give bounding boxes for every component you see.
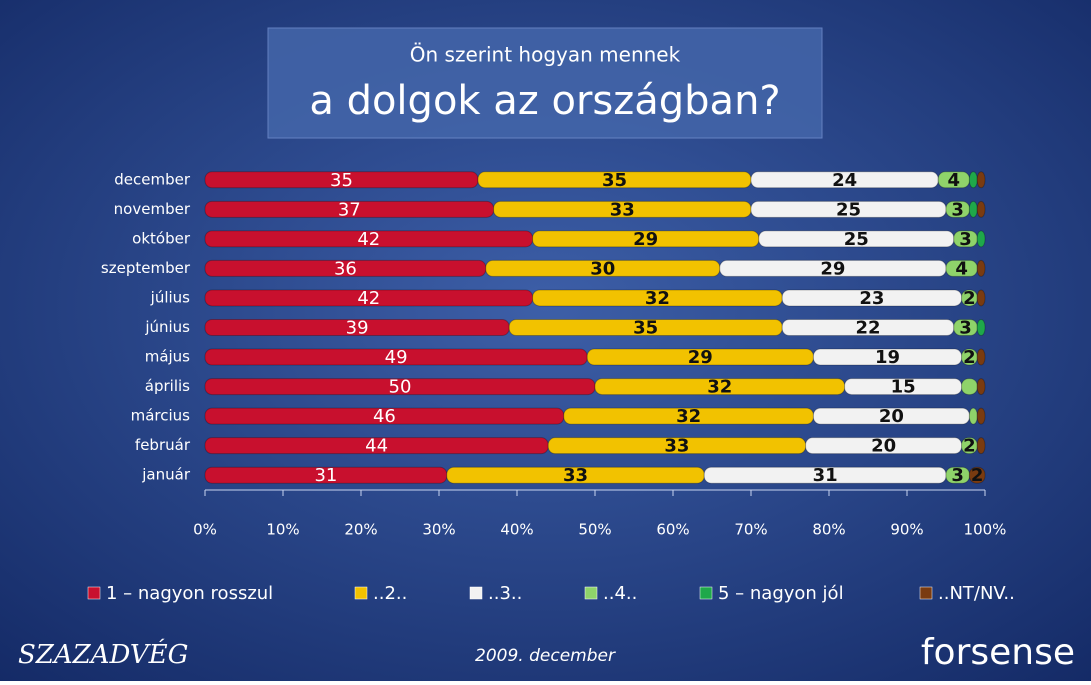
y-tick-label: május xyxy=(145,348,190,366)
y-tick-label: június xyxy=(144,318,190,336)
y-tick-label: február xyxy=(135,436,191,454)
x-tick-label: 20% xyxy=(344,521,377,539)
data-label: 33 xyxy=(610,199,635,220)
data-label: 37 xyxy=(338,199,361,220)
bar-segment xyxy=(969,201,977,217)
data-label: 25 xyxy=(836,199,861,220)
data-label: 25 xyxy=(844,229,869,250)
y-tick-label: július xyxy=(150,288,191,306)
data-label: 23 xyxy=(859,288,884,309)
bar-segment xyxy=(969,172,977,188)
data-label: 3 xyxy=(959,318,972,339)
data-label: 4 xyxy=(948,170,961,191)
data-label: 33 xyxy=(563,465,588,486)
data-label: 29 xyxy=(820,258,845,279)
data-label: 35 xyxy=(633,318,658,339)
x-tick-label: 80% xyxy=(812,521,845,539)
data-label: 22 xyxy=(855,318,880,339)
legend-label: ..3.. xyxy=(488,583,522,604)
y-tick-label: október xyxy=(132,229,191,247)
legend-swatch xyxy=(585,587,597,599)
data-label: 24 xyxy=(832,170,857,191)
footer-date: 2009. december xyxy=(475,646,616,666)
x-tick-label: 60% xyxy=(656,521,689,539)
data-label: 31 xyxy=(813,465,838,486)
legend-label: 5 – nagyon jól xyxy=(718,583,844,604)
data-label: 2 xyxy=(963,436,976,457)
legend-swatch xyxy=(470,587,482,599)
data-label: 2 xyxy=(971,465,984,486)
legend-label: ..2.. xyxy=(373,583,407,604)
data-label: 2 xyxy=(963,347,976,368)
bar-segment xyxy=(977,260,985,276)
x-tick-label: 30% xyxy=(422,521,455,539)
data-label: 35 xyxy=(330,170,353,191)
x-tick-label: 100% xyxy=(964,521,1007,539)
bar-segment xyxy=(977,231,985,247)
data-label: 44 xyxy=(365,436,388,457)
legend-swatch xyxy=(700,587,712,599)
x-tick-label: 0% xyxy=(193,521,217,539)
y-tick-label: december xyxy=(114,170,191,188)
chart-title: Ön szerint hogyan mennek xyxy=(410,43,681,67)
y-tick-label: november xyxy=(114,200,191,218)
y-tick-label: január xyxy=(141,466,191,484)
data-label: 39 xyxy=(346,318,369,339)
data-label: 33 xyxy=(664,436,689,457)
legend-label: 1 – nagyon rosszul xyxy=(106,583,273,604)
x-tick-label: 70% xyxy=(734,521,767,539)
x-tick-label: 40% xyxy=(500,521,533,539)
bar-segment xyxy=(969,408,977,424)
legend-swatch xyxy=(88,587,100,599)
data-label: 3 xyxy=(959,229,972,250)
data-label: 42 xyxy=(357,229,380,250)
data-label: 35 xyxy=(602,170,627,191)
bar-segment xyxy=(977,172,985,188)
data-label: 50 xyxy=(389,377,412,398)
data-label: 32 xyxy=(676,406,701,427)
x-tick-label: 10% xyxy=(266,521,299,539)
chart: Ön szerint hogyan mennek a dolgok az ors… xyxy=(0,0,1091,681)
data-label: 30 xyxy=(590,258,615,279)
data-label: 2 xyxy=(963,288,976,309)
logo-left: SZAZADVÉG xyxy=(18,638,188,670)
bar-segment xyxy=(977,408,985,424)
data-label: 46 xyxy=(373,406,396,427)
bar-segment xyxy=(977,320,985,336)
y-tick-label: március xyxy=(131,407,191,425)
data-label: 19 xyxy=(875,347,900,368)
bar-segment xyxy=(977,201,985,217)
y-tick-label: szeptember xyxy=(101,259,191,277)
legend-label: ..4.. xyxy=(603,583,637,604)
data-label: 32 xyxy=(645,288,670,309)
x-tick-label: 90% xyxy=(890,521,923,539)
logo-right: forsense xyxy=(921,632,1075,673)
data-label: 15 xyxy=(891,377,916,398)
data-label: 29 xyxy=(633,229,658,250)
data-label: 20 xyxy=(879,406,904,427)
data-label: 20 xyxy=(871,436,896,457)
y-tick-label: április xyxy=(145,377,190,395)
data-label: 32 xyxy=(707,377,732,398)
bar-segment xyxy=(977,290,985,306)
chart-subtitle: a dolgok az országban? xyxy=(309,78,780,124)
data-label: 36 xyxy=(334,258,357,279)
data-label: 29 xyxy=(688,347,713,368)
data-label: 49 xyxy=(385,347,408,368)
bar-segment xyxy=(962,379,978,395)
data-label: 3 xyxy=(951,465,964,486)
bar-segment xyxy=(977,438,985,454)
legend-swatch xyxy=(355,587,367,599)
bar-segment xyxy=(977,379,985,395)
legend-label: ..NT/NV.. xyxy=(938,583,1015,604)
legend-swatch xyxy=(920,587,932,599)
data-label: 42 xyxy=(357,288,380,309)
data-label: 4 xyxy=(955,258,968,279)
x-tick-label: 50% xyxy=(578,521,611,539)
data-label: 31 xyxy=(314,465,337,486)
bar-segment xyxy=(977,349,985,365)
data-label: 3 xyxy=(951,199,964,220)
